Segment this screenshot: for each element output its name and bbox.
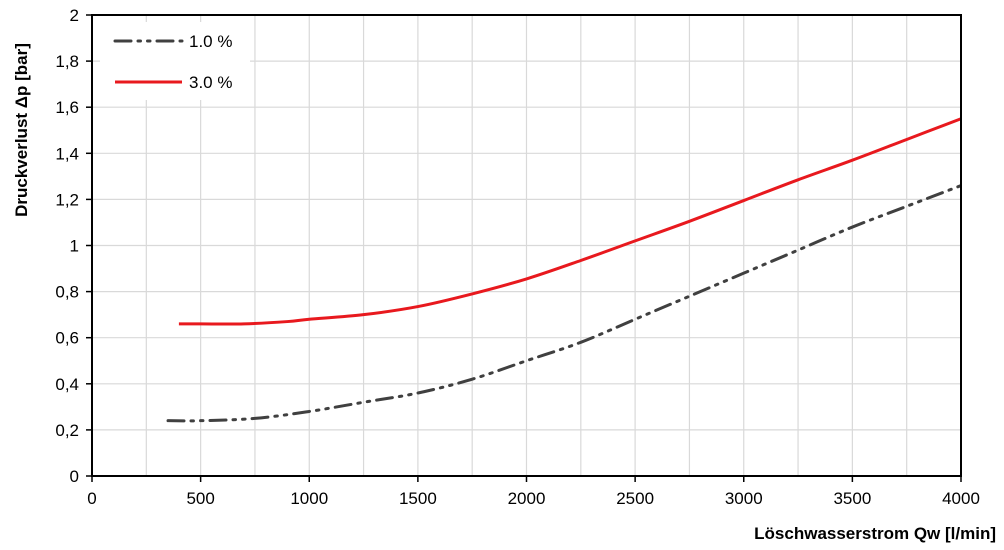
series-line-1 [166, 184, 963, 423]
x-tick-label: 0 [87, 489, 96, 508]
tick-labels: 0 500 1000 1500 2000 2500 3000 3500 4000 0 0,2 0,4 0… [55, 6, 980, 508]
y-tick-label: 2 [70, 6, 79, 25]
grid-lines [92, 15, 961, 476]
x-tick-label: 2500 [616, 489, 654, 508]
series-line-2 [178, 117, 962, 326]
x-tick-label: 1000 [290, 489, 328, 508]
y-tick-label: 0,2 [55, 421, 79, 440]
y-tick-label: 1 [70, 237, 79, 256]
y-axis-title: Druckverlust Δp [bar] [12, 43, 31, 217]
legend-label-2: 3.0 % [189, 73, 232, 92]
y-tick-label: 0 [70, 467, 79, 486]
y-tick-label: 1,2 [55, 190, 79, 209]
x-axis-title: Löschwasserstrom Qw [l/min] [754, 524, 996, 543]
data-series [166, 117, 963, 423]
x-tick-label: 2000 [508, 489, 546, 508]
x-tick-label: 3500 [833, 489, 871, 508]
legend-box [100, 22, 250, 100]
y-tick-label: 0,4 [55, 375, 79, 394]
legend: 1.0 % 3.0 % [100, 22, 250, 100]
x-tick-label: 500 [186, 489, 214, 508]
y-tick-label: 0,6 [55, 329, 79, 348]
x-tick-label: 4000 [942, 489, 980, 508]
y-tick-label: 1,4 [55, 144, 79, 163]
axes [86, 14, 962, 482]
x-tick-label: 3000 [725, 489, 763, 508]
y-tick-label: 0,8 [55, 283, 79, 302]
y-tick-label: 1,8 [55, 52, 79, 71]
y-tick-label: 1,6 [55, 98, 79, 117]
x-tick-label: 1500 [399, 489, 437, 508]
legend-label-1: 1.0 % [189, 32, 232, 51]
